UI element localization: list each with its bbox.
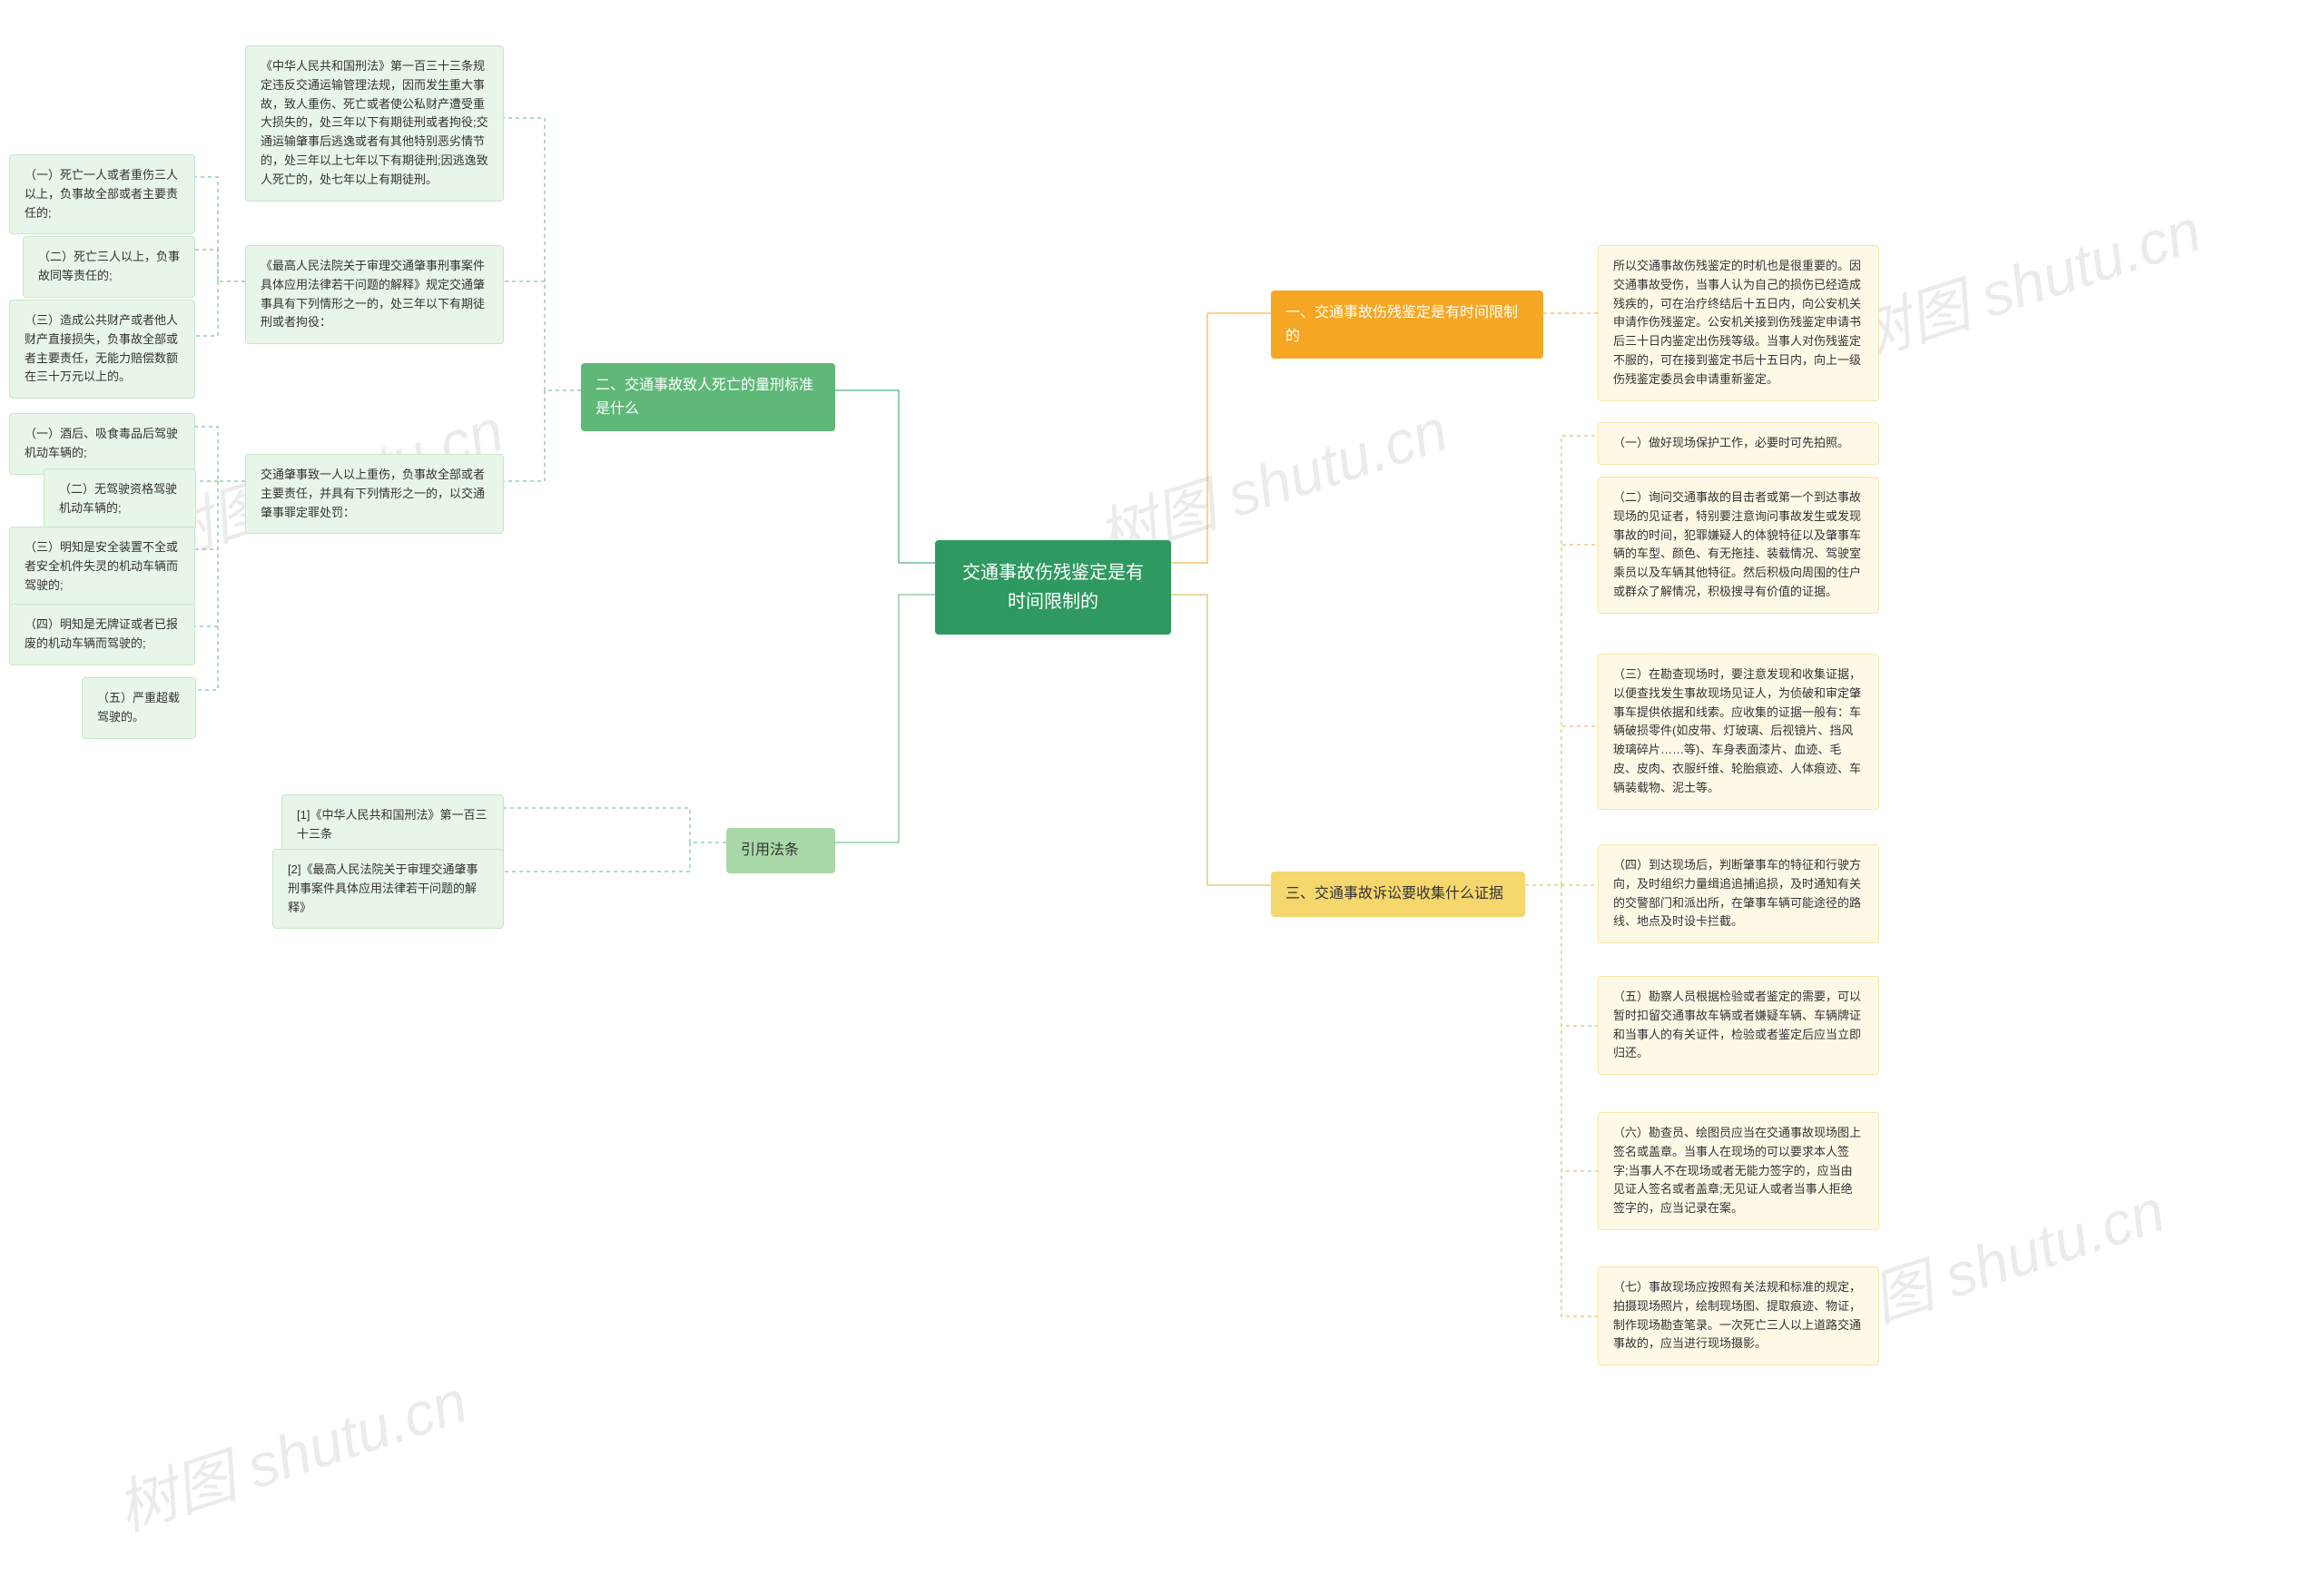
leaf-b4c1: [1]《中华人民共和国刑法》第一百三十三条 (281, 794, 504, 856)
leaf-b2c2b: （二）死亡三人以上，负事故同等责任的; (23, 236, 195, 298)
leaf-b2c2: 《最高人民法院关于审理交通肇事刑事案件具体应用法律若干问题的解释》规定交通肇事具… (245, 245, 504, 344)
connectors (0, 0, 2324, 1586)
leaf-b1c1: 所以交通事故伤残鉴定的时机也是很重要的。因交通事故受伤，当事人认为自己的损伤已经… (1598, 245, 1879, 401)
watermark: 树图 shutu.cn (104, 1354, 477, 1549)
root-node: 交通事故伤残鉴定是有时间限制的 (935, 540, 1171, 635)
leaf-b2c3: 交通肇事致一人以上重伤，负事故全部或者主要责任，并具有下列情形之一的，以交通肇事… (245, 454, 504, 534)
leaf-b3c3: （三）在勘查现场时，要注意发现和收集证据，以便查找发生事故现场见证人，为侦破和审… (1598, 654, 1879, 810)
leaf-b2c3b: （二）无驾驶资格驾驶机动车辆的; (44, 468, 196, 530)
leaf-b3c1: （一）做好现场保护工作，必要时可先拍照。 (1598, 422, 1879, 465)
leaf-b3c4: （四）到达现场后，判断肇事车的特征和行驶方向，及时组织力量缉追追捕追损，及时通知… (1598, 844, 1879, 943)
leaf-b4c2: [2]《最高人民法院关于审理交通肇事刑事案件具体应用法律若干问题的解释》 (272, 849, 504, 929)
leaf-b2c3e: （五）严重超载驾驶的。 (82, 677, 196, 739)
leaf-b2c2a: （一）死亡一人或者重伤三人以上，负事故全部或者主要责任的; (9, 154, 195, 234)
leaf-b3c2: （二）询问交通事故的目击者或第一个到达事故现场的见证者，特别要注意询问事故发生或… (1598, 477, 1879, 614)
leaf-b3c6: （六）勘查员、绘图员应当在交通事故现场图上签名或盖章。当事人在现场的可以要求本人… (1598, 1112, 1879, 1230)
branch-3: 三、交通事故诉讼要收集什么证据 (1271, 872, 1525, 917)
branch-2: 二、交通事故致人死亡的量刑标准是什么 (581, 363, 835, 431)
leaf-b3c5: （五）勘察人员根据检验或者鉴定的需要，可以暂时扣留交通事故车辆或者嫌疑车辆、车辆… (1598, 976, 1879, 1075)
leaf-b2c3c: （三）明知是安全装置不全或者安全机件失灵的机动车辆而驾驶的; (9, 527, 195, 606)
branch-4: 引用法条 (726, 828, 835, 873)
branch-1: 一、交通事故伤残鉴定是有时间限制的 (1271, 291, 1543, 359)
leaf-b2c3a: （一）酒后、吸食毒品后驾驶机动车辆的; (9, 413, 195, 475)
leaf-b2c2c: （三）造成公共财产或者他人财产直接损失，负事故全部或者主要责任，无能力赔偿数额在… (9, 300, 195, 399)
leaf-b2c3d: （四）明知是无牌证或者已报废的机动车辆而驾驶的; (9, 604, 195, 665)
leaf-b3c7: （七）事故现场应按照有关法规和标准的规定，拍摄现场照片，绘制现场图、提取痕迹、物… (1598, 1266, 1879, 1365)
watermark: 树图 shutu.cn (1838, 182, 2211, 378)
leaf-b2c1: 《中华人民共和国刑法》第一百三十三条规定违反交通运输管理法规，因而发生重大事故，… (245, 45, 504, 202)
